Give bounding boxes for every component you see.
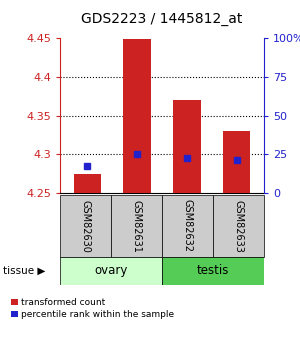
Legend: transformed count, percentile rank within the sample: transformed count, percentile rank withi… [11, 298, 175, 319]
Text: GSM82631: GSM82631 [131, 199, 142, 253]
Text: GSM82630: GSM82630 [80, 199, 91, 253]
Bar [223, 131, 250, 193]
Bar [123, 39, 151, 193]
Bar [60, 195, 111, 257]
Text: GSM82632: GSM82632 [182, 199, 193, 253]
Bar [162, 195, 213, 257]
Text: tissue ▶: tissue ▶ [3, 266, 45, 276]
Bar [213, 195, 264, 257]
Text: ovary: ovary [94, 264, 128, 277]
Text: GDS2223 / 1445812_at: GDS2223 / 1445812_at [81, 12, 243, 26]
Bar [74, 174, 101, 193]
Bar [60, 257, 162, 285]
Bar [162, 257, 264, 285]
Text: testis: testis [197, 264, 229, 277]
Bar [111, 195, 162, 257]
Bar [173, 100, 201, 193]
Text: GSM82633: GSM82633 [233, 199, 244, 253]
